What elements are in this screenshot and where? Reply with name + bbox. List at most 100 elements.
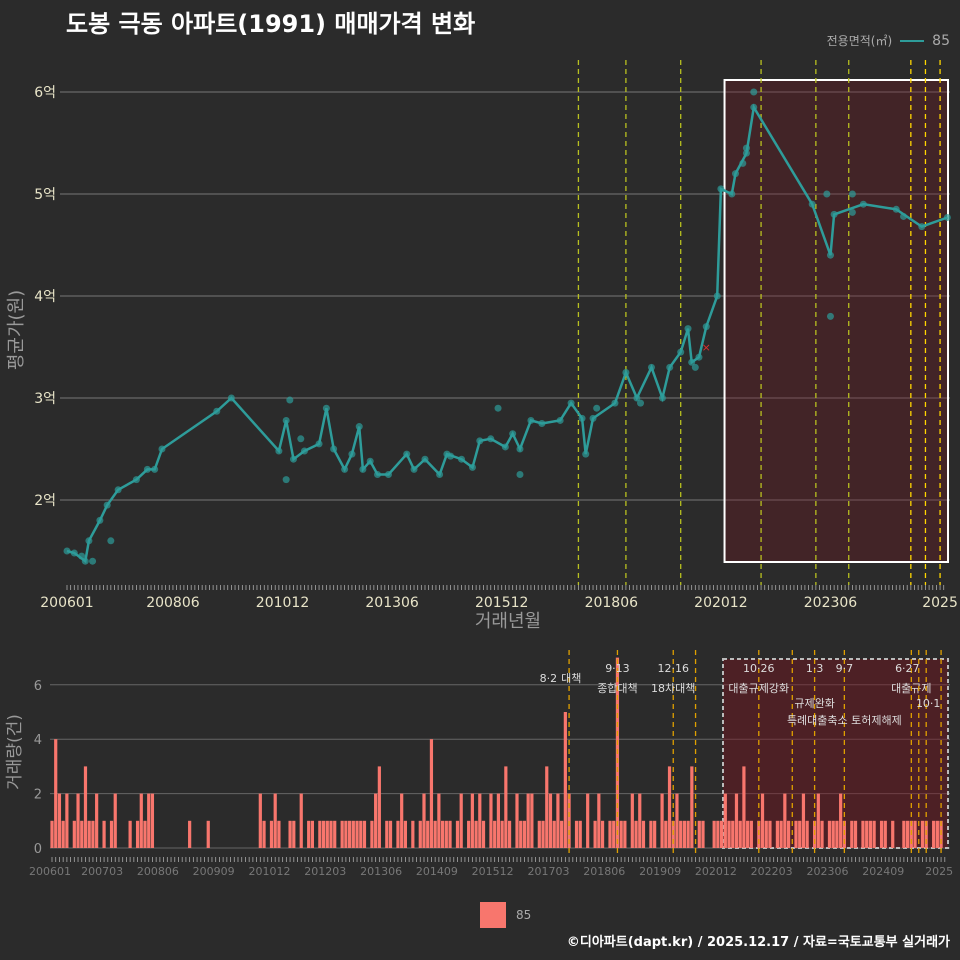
volume-bar [723, 793, 727, 848]
cancelled-marker: × [702, 341, 711, 354]
volume-bar [507, 820, 512, 848]
volume-bar [444, 820, 448, 848]
volume-bar [411, 820, 415, 848]
volume-bar [307, 820, 311, 848]
volume-bar [422, 793, 426, 848]
volume-bar [801, 793, 806, 848]
event-date: 10·1 [916, 697, 941, 710]
data-point [859, 200, 867, 208]
volume-bar [325, 820, 329, 848]
volume-bar [902, 820, 906, 848]
data-point [96, 516, 104, 524]
volume-bar [400, 793, 404, 848]
data-point [892, 205, 900, 213]
volume-bar [459, 793, 463, 848]
x-tick-label: 201806 [583, 865, 625, 878]
volume-bar [768, 820, 772, 848]
legend-top: 전용면적(㎡) 85 [827, 32, 950, 49]
event-label: 특례대출축소 토허제해제 [787, 713, 902, 727]
data-point [826, 251, 834, 259]
data-point [282, 416, 290, 424]
volume-bar [720, 820, 724, 848]
volume-bar [906, 820, 910, 848]
volume-bar [310, 820, 314, 848]
y-tick-label: 6억 [34, 85, 56, 101]
volume-bar [519, 820, 523, 848]
volume-bar [135, 820, 140, 848]
volume-bar [690, 766, 694, 848]
volume-bar [72, 820, 76, 848]
x-tick-label: 200703 [81, 865, 123, 878]
volume-bar [54, 739, 58, 848]
data-point [593, 404, 601, 412]
volume-bar [839, 793, 843, 848]
data-point [695, 353, 703, 361]
legend-label: 85 [932, 32, 950, 49]
volume-bar [556, 793, 560, 848]
data-point [677, 348, 685, 356]
data-point [355, 423, 363, 431]
volume-bar [269, 820, 274, 848]
volume-bar [935, 820, 939, 848]
volume-bar [455, 820, 460, 848]
data-point [289, 455, 297, 463]
volume-bar [883, 820, 887, 848]
data-point [666, 363, 674, 371]
y-axis-title: 평균가(원) [6, 290, 27, 370]
y-tick-label: 0 [34, 842, 42, 857]
data-point [158, 445, 166, 453]
data-point [151, 465, 159, 473]
price-line [66, 103, 948, 564]
data-point [103, 501, 111, 509]
volume-bar [91, 820, 95, 848]
data-point [487, 435, 495, 443]
event-date: 9·13 [605, 662, 630, 675]
x-tick-label: 201306 [365, 595, 419, 611]
data-point [63, 547, 71, 555]
data-point [823, 190, 831, 198]
highlight-box [723, 79, 949, 563]
data-point [341, 465, 349, 473]
volume-bar [608, 820, 612, 848]
data-point [900, 212, 908, 220]
legend-bar-swatch [480, 902, 506, 928]
volume-bar [548, 793, 553, 848]
data-point [611, 399, 619, 407]
data-point [848, 208, 856, 216]
x-tick-label: 200909 [193, 865, 235, 878]
x-tick-label: 201806 [585, 595, 639, 611]
data-point [589, 414, 597, 422]
y-axis-title: 거래량(건) [5, 714, 25, 790]
x-axis-title: 거래년월 [475, 611, 541, 632]
volume-bar [333, 820, 337, 848]
volume-bar [850, 820, 854, 848]
x-tick-label: 202306 [804, 595, 858, 611]
volume-bar [522, 820, 527, 848]
data-point [713, 292, 721, 300]
data-point [567, 399, 575, 407]
data-point [658, 394, 666, 402]
volume-bar [682, 820, 686, 848]
footer-credit: ©디아파트(dapt.kr) / 2025.12.17 / 자료=국토교통부 실… [566, 935, 950, 950]
volume-bar [623, 820, 627, 848]
y-tick-label: 3억 [34, 391, 56, 407]
volume-bar [783, 793, 787, 848]
volume-bar [500, 820, 504, 848]
x-tick-label: 2025 [925, 865, 953, 878]
volume-bar [641, 820, 646, 848]
volume-bar [593, 820, 597, 848]
volume-bar [437, 793, 441, 848]
data-point [808, 200, 816, 208]
data-point [728, 190, 736, 198]
volume-bar [712, 820, 716, 848]
volume-bar [638, 793, 642, 848]
volume-bar [600, 820, 605, 848]
volume-bar [385, 820, 389, 848]
volume-bar [478, 793, 482, 848]
volume-bar [879, 820, 884, 848]
volume-bar [128, 820, 132, 848]
volume-bar [139, 793, 143, 848]
volume-bar [563, 712, 567, 848]
volume-bar [560, 820, 564, 848]
data-point [647, 363, 655, 371]
